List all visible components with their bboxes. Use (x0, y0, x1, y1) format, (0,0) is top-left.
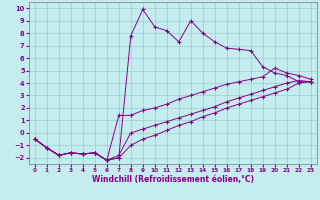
X-axis label: Windchill (Refroidissement éolien,°C): Windchill (Refroidissement éolien,°C) (92, 175, 254, 184)
